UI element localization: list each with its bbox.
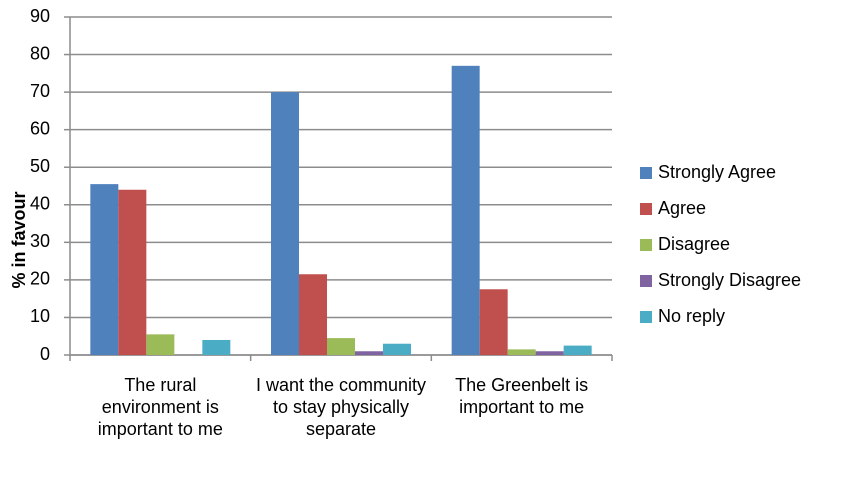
y-tick-label: 30 <box>30 231 50 251</box>
x-tick-label: I want the community to stay physically … <box>255 375 427 439</box>
bar <box>271 92 299 355</box>
legend-swatch <box>640 311 652 323</box>
bar <box>451 65 480 356</box>
legend-swatch <box>640 275 652 287</box>
bar <box>202 339 231 355</box>
legend-swatch <box>640 203 652 215</box>
bar <box>535 351 564 355</box>
legend-label: Agree <box>658 198 706 218</box>
legend-label: No reply <box>658 306 725 326</box>
y-tick-label: 0 <box>40 344 50 364</box>
bar <box>563 345 592 355</box>
y-tick-label: 60 <box>30 118 50 138</box>
bar <box>355 351 383 355</box>
y-tick-label: 70 <box>30 81 50 101</box>
legend-label: Strongly Disagree <box>658 270 801 290</box>
bar <box>146 334 175 355</box>
bar <box>383 343 411 355</box>
legend-swatch <box>640 167 652 179</box>
bar <box>327 338 355 355</box>
y-tick-label: 50 <box>30 156 50 176</box>
y-tick-label: 40 <box>30 194 50 214</box>
bar <box>479 289 508 355</box>
bar <box>507 349 536 355</box>
y-tick-label: 90 <box>30 6 50 26</box>
y-tick-label: 10 <box>30 306 50 326</box>
x-tick-label: The Greenbelt is important to me <box>455 375 589 417</box>
bar <box>299 274 327 355</box>
y-axis-label: % in favour <box>9 191 29 288</box>
y-tick-label: 80 <box>30 43 50 63</box>
bar <box>90 184 119 355</box>
y-tick-label: 20 <box>30 269 50 289</box>
x-tick-label: The rural environment is important to me <box>97 375 223 439</box>
legend-swatch <box>640 239 652 251</box>
legend-label: Strongly Agree <box>658 162 776 182</box>
bar <box>118 189 147 355</box>
legend-label: Disagree <box>658 234 730 254</box>
